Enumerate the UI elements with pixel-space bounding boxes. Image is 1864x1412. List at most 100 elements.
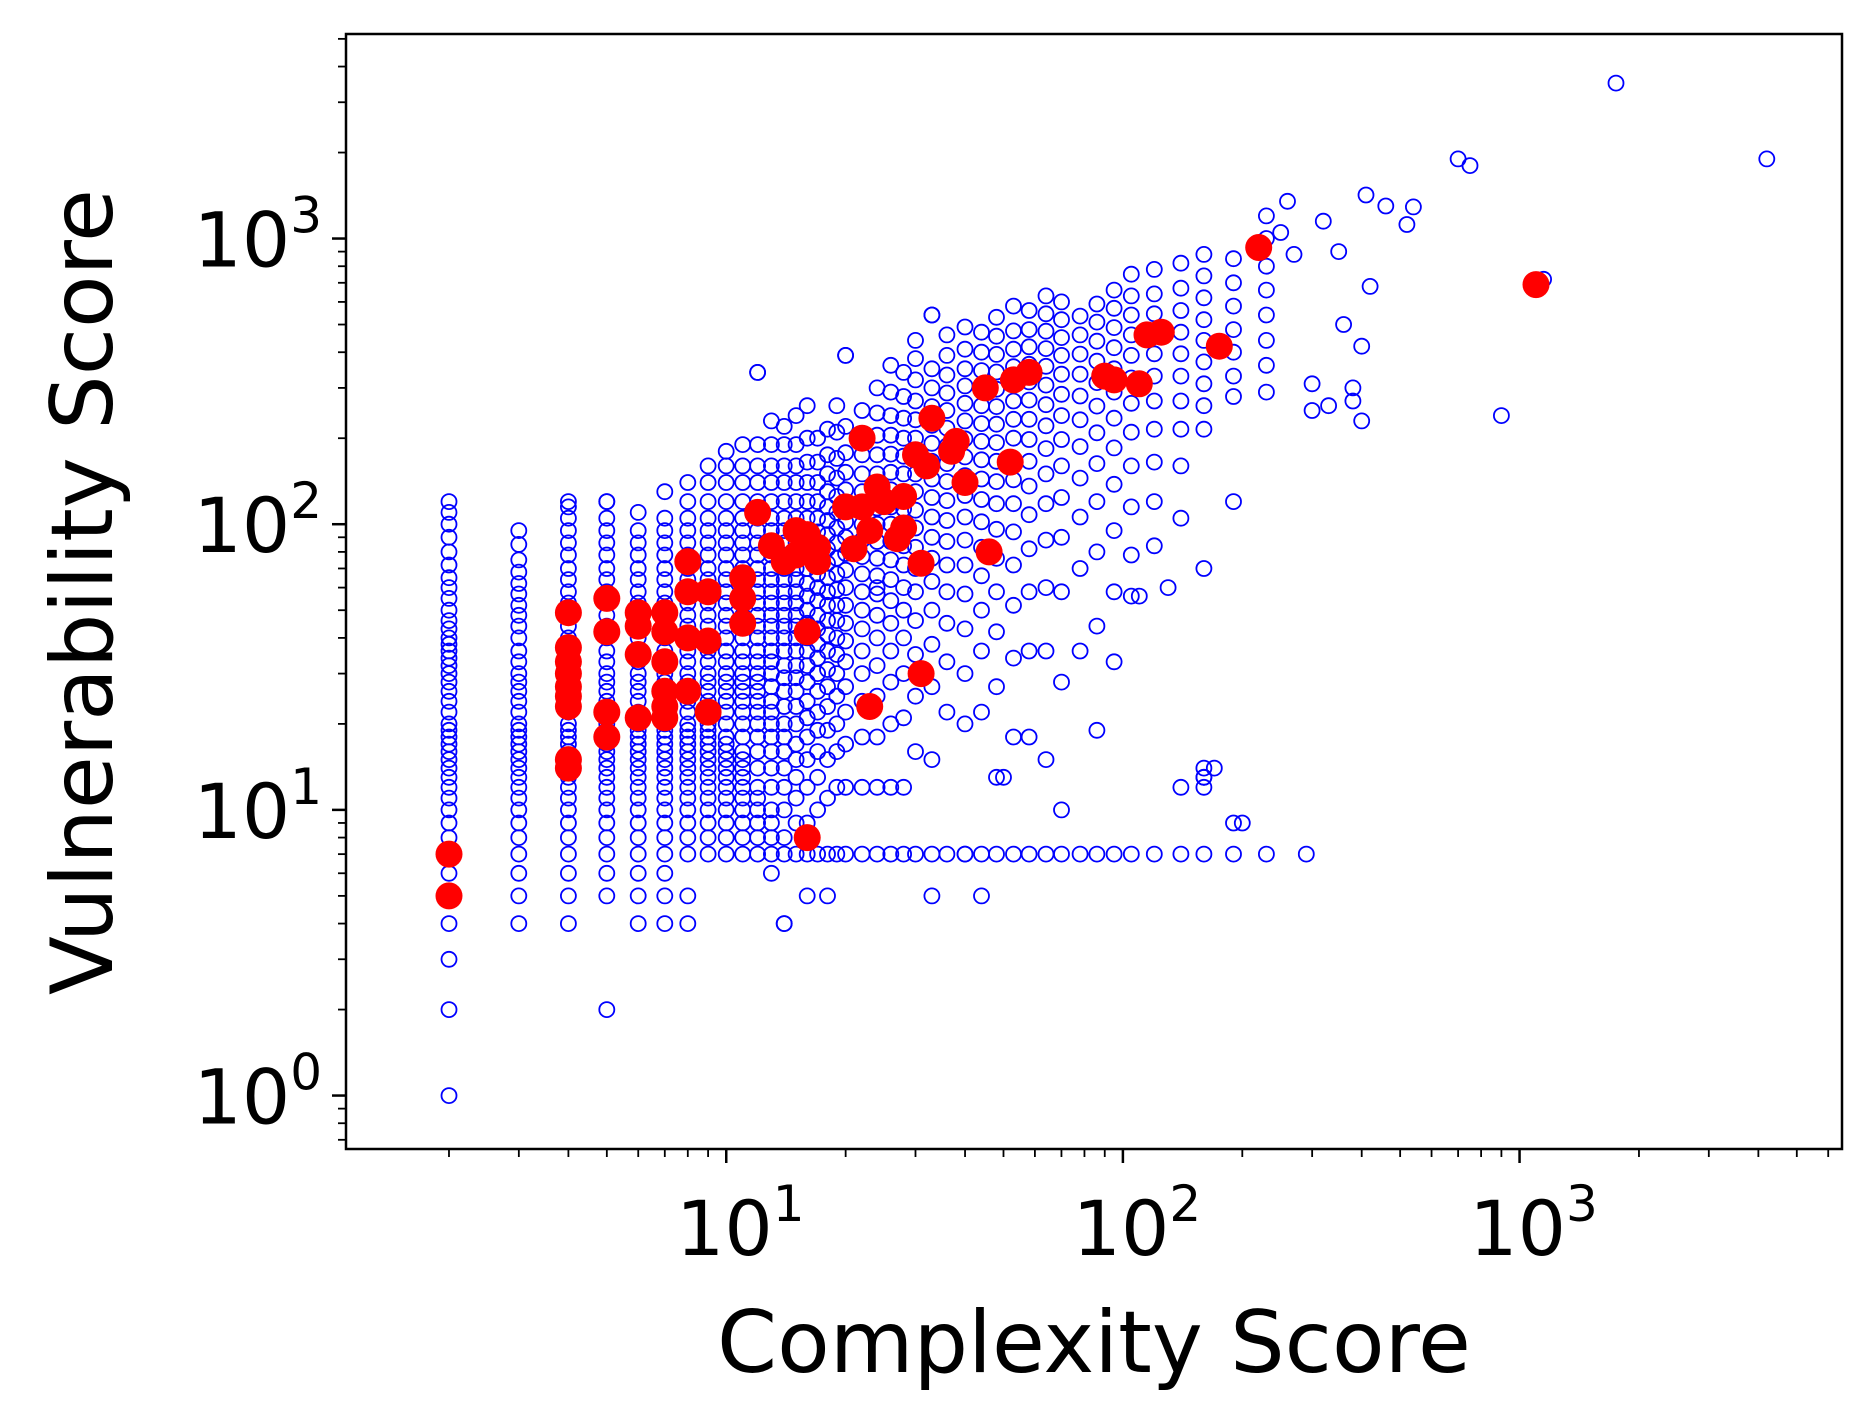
data-point <box>440 1001 458 1018</box>
data-point <box>629 814 647 832</box>
data-point <box>717 735 735 753</box>
data-point <box>837 463 854 481</box>
data-point <box>598 653 616 671</box>
data-point <box>1005 495 1022 513</box>
data-point <box>629 864 647 882</box>
data-point <box>510 735 528 753</box>
data-point <box>907 845 924 863</box>
data-point <box>749 642 766 660</box>
data-point <box>656 768 674 786</box>
data-point <box>510 887 528 905</box>
data-point <box>1205 759 1223 777</box>
data-point <box>598 887 616 905</box>
data-point <box>763 778 780 796</box>
data-point <box>679 759 697 777</box>
data-point <box>819 887 836 905</box>
data-point <box>1122 498 1140 516</box>
data-point <box>717 692 735 710</box>
data-point <box>679 653 697 671</box>
data-point <box>656 483 674 501</box>
data-point <box>510 728 528 746</box>
data-point <box>699 560 717 577</box>
data-point <box>775 474 793 491</box>
data-point <box>598 522 616 539</box>
data-point <box>699 759 717 777</box>
data-point <box>656 864 674 882</box>
data-point <box>1037 396 1055 414</box>
data-point <box>717 759 735 777</box>
data-point <box>699 801 717 819</box>
data-point <box>656 759 674 777</box>
data-point <box>699 457 717 475</box>
data-point <box>624 612 652 640</box>
data-point <box>1020 431 1038 448</box>
data-point <box>679 768 697 786</box>
data-point <box>956 394 974 412</box>
data-point <box>629 673 647 691</box>
data-point <box>1005 297 1022 315</box>
data-point <box>510 522 528 539</box>
data-point <box>809 801 826 819</box>
data-point <box>624 641 652 668</box>
data-point <box>938 556 956 574</box>
data-point <box>923 573 941 590</box>
data-point <box>787 606 805 624</box>
data-point <box>510 617 528 635</box>
data-point <box>853 642 871 660</box>
data-point <box>923 601 941 619</box>
data-point <box>971 374 999 402</box>
data-point <box>882 673 900 691</box>
data-point <box>1172 392 1190 410</box>
data-point <box>699 845 717 863</box>
data-point <box>1088 845 1106 863</box>
data-point <box>1020 302 1038 319</box>
data-point <box>598 864 616 882</box>
data-point <box>1145 493 1163 511</box>
data-point <box>440 801 458 819</box>
data-point <box>1020 845 1038 863</box>
data-point <box>593 698 621 726</box>
data-point <box>629 522 647 539</box>
data-point <box>923 635 941 653</box>
data-point <box>1071 469 1089 487</box>
data-point <box>510 814 528 832</box>
data-point <box>868 606 886 624</box>
data-point <box>560 801 577 819</box>
data-point <box>656 801 674 819</box>
data-point <box>656 845 674 863</box>
data-point <box>798 692 816 710</box>
data-point <box>1005 340 1022 358</box>
data-point <box>1005 649 1022 667</box>
data-point <box>1245 234 1273 261</box>
data-point <box>435 882 463 910</box>
data-point <box>1105 439 1123 457</box>
data-point <box>560 721 577 739</box>
data-point <box>560 728 577 746</box>
data-point <box>679 778 697 796</box>
data-point <box>856 517 884 545</box>
data-point <box>729 584 757 612</box>
data-point <box>1344 392 1362 410</box>
data-point <box>1020 540 1038 558</box>
data-point <box>775 629 793 647</box>
data-point <box>598 845 616 863</box>
data-point <box>1314 212 1332 230</box>
data-point <box>1344 379 1362 397</box>
data-point <box>624 704 652 732</box>
data-point <box>679 606 697 624</box>
data-point <box>510 789 528 807</box>
data-point <box>440 569 458 587</box>
data-point <box>656 546 674 564</box>
data-point <box>1053 583 1070 601</box>
data-point <box>809 768 826 786</box>
data-point <box>749 629 766 647</box>
data-point <box>1053 457 1070 475</box>
data-point <box>853 601 871 619</box>
data-point <box>819 642 836 660</box>
data-point <box>1272 224 1290 241</box>
data-point <box>1020 642 1038 660</box>
data-point <box>440 768 458 786</box>
data-point <box>951 469 979 496</box>
data-point <box>819 583 836 601</box>
data-point <box>598 1001 616 1018</box>
